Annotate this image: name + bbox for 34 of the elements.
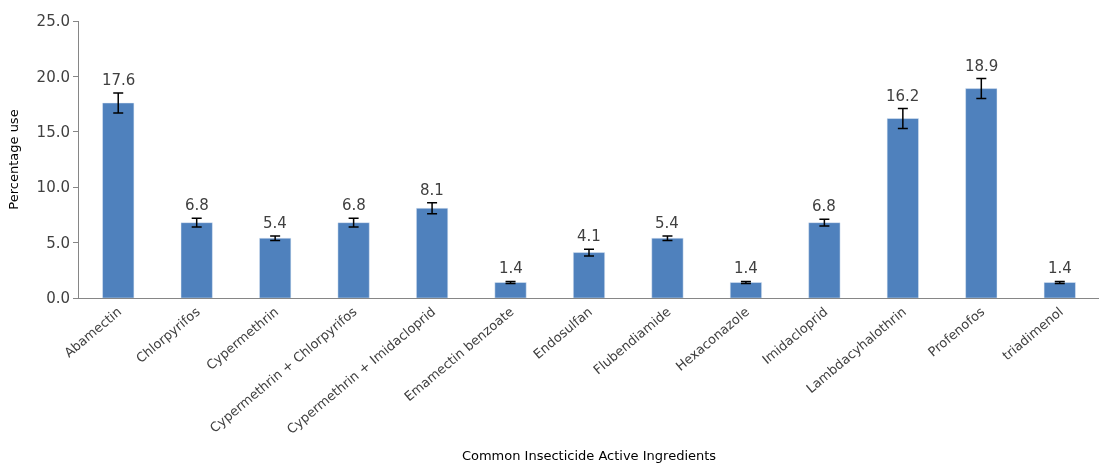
bar bbox=[259, 237, 292, 298]
bar bbox=[416, 208, 449, 298]
bar bbox=[886, 118, 919, 298]
bar bbox=[180, 222, 213, 298]
data-label: 4.1 bbox=[577, 227, 601, 245]
data-label: 8.1 bbox=[420, 181, 444, 199]
y-axis-title: Percentage use bbox=[5, 109, 21, 210]
y-tick-label: 25.0 bbox=[36, 12, 70, 31]
bar bbox=[102, 102, 135, 298]
data-label: 17.6 bbox=[102, 71, 136, 89]
y-tick-label: 15.0 bbox=[36, 123, 70, 142]
bar bbox=[808, 222, 841, 298]
bar bbox=[494, 282, 527, 298]
data-label: 6.8 bbox=[185, 196, 209, 214]
bar bbox=[1043, 282, 1076, 298]
x-axis-title: Common Insecticide Active Ingredients bbox=[461, 448, 717, 464]
y-tick-label: 5.0 bbox=[46, 233, 70, 252]
y-tick-label: 10.0 bbox=[36, 178, 70, 197]
bar bbox=[729, 282, 762, 298]
bar bbox=[573, 252, 605, 298]
y-tick-label: 0.0 bbox=[46, 289, 70, 308]
y-tick-label: 20.0 bbox=[36, 67, 70, 86]
data-label: 18.9 bbox=[965, 57, 999, 75]
data-label: 6.8 bbox=[812, 197, 836, 215]
data-label: 5.4 bbox=[655, 214, 679, 232]
data-label: 16.2 bbox=[886, 87, 920, 105]
data-label: 6.8 bbox=[342, 196, 366, 214]
bar bbox=[965, 88, 998, 298]
data-label: 1.4 bbox=[1048, 259, 1072, 277]
data-label: 5.4 bbox=[263, 214, 287, 232]
data-label: 1.4 bbox=[499, 259, 523, 277]
bar bbox=[651, 237, 684, 298]
bar bbox=[337, 222, 370, 298]
data-label: 1.4 bbox=[734, 259, 758, 277]
